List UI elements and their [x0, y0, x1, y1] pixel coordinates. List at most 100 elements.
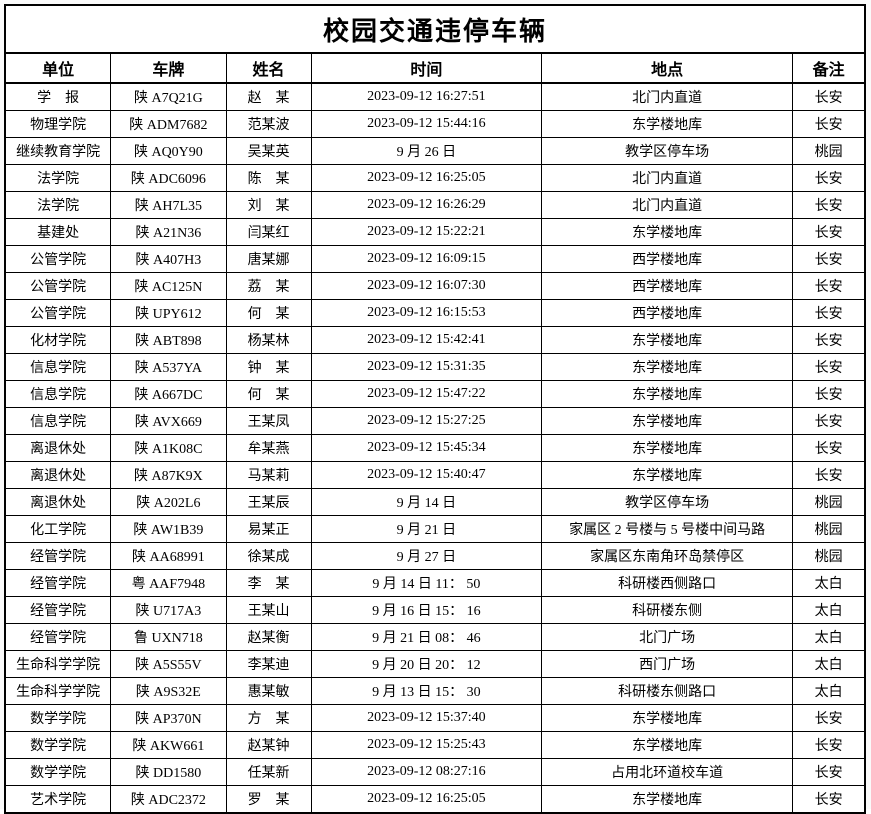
table-row: 信息学院陕 AVX669 王某凤 2023-09-12 15:27:25 东学楼地库长… [4, 407, 866, 435]
table-row: 法学院陕 ADC6096 陈 某 2023-09-12 16:25:05 北门内直道长… [4, 164, 866, 192]
cell-place: 东学楼地库 [541, 380, 794, 408]
cell-note: 长安 [792, 164, 866, 192]
cell-place: 东学楼地库 [541, 434, 794, 462]
cell-unit: 化材学院 [4, 326, 112, 354]
cell-name: 范某波 [225, 110, 312, 138]
cell-note: 长安 [792, 110, 866, 138]
cell-plate: 陕 AA68991 [110, 542, 227, 570]
cell-time: 2023-09-12 15:22:21 [310, 218, 543, 246]
cell-note: 长安 [792, 353, 866, 381]
cell-time: 2023-09-12 16:25:05 [310, 164, 543, 192]
cell-place: 家属区 2 号楼与 5 号楼中间马路 [541, 515, 794, 543]
cell-name: 陈 某 [225, 164, 312, 192]
cell-name: 任某新 [225, 758, 312, 786]
cell-note: 长安 [792, 245, 866, 273]
table-row: 离退休处陕 A1K08C 牟某燕 2023-09-12 15:45:34 东学楼地库长… [4, 434, 866, 462]
cell-plate: 陕 A9S32E [110, 677, 227, 705]
cell-unit: 法学院 [4, 191, 112, 219]
table-row: 学 报陕 A7Q21G 赵 某 2023-09-12 16:27:51 北门内直道 长安 [4, 82, 866, 111]
cell-place: 北门内直道 [541, 164, 794, 192]
column-header-name: 姓名 [225, 52, 312, 84]
cell-name: 刘 某 [225, 191, 312, 219]
cell-note: 长安 [792, 326, 866, 354]
cell-name: 何 某 [225, 299, 312, 327]
cell-name: 钟 某 [225, 353, 312, 381]
table-row: 数学学院陕 AP370N 方 某 2023-09-12 15:37:40 东学楼地库长… [4, 704, 866, 732]
cell-unit: 离退休处 [4, 434, 112, 462]
cell-plate: 陕 A21N36 [110, 218, 227, 246]
cell-place: 北门内直道 [541, 191, 794, 219]
cell-time: 9 月 21 日 08： 46 [310, 623, 543, 651]
cell-place: 东学楼地库 [541, 110, 794, 138]
cell-note: 太白 [792, 650, 866, 678]
cell-place: 东学楼地库 [541, 461, 794, 489]
cell-plate: 陕 A667DC [110, 380, 227, 408]
cell-place: 东学楼地库 [541, 326, 794, 354]
table-row: 离退休处陕 A202L6 王某辰 9 月 14 日教学区停车场 桃园 [4, 488, 866, 516]
cell-plate: 粤 AAF7948 [110, 569, 227, 597]
table-row: 离退休处陕 A87K9X 马某莉 2023-09-12 15:40:47 东学楼地库长… [4, 461, 866, 489]
cell-unit: 化工学院 [4, 515, 112, 543]
cell-place: 西门广场 [541, 650, 794, 678]
cell-unit: 公管学院 [4, 299, 112, 327]
cell-note: 桃园 [792, 488, 866, 516]
table-row: 法学院陕 AH7L35 刘 某 2023-09-12 16:26:29 北门内直道 长安 [4, 191, 866, 219]
cell-plate: 陕 UPY612 [110, 299, 227, 327]
cell-place: 东学楼地库 [541, 704, 794, 732]
cell-time: 2023-09-12 15:25:43 [310, 731, 543, 759]
cell-time: 9 月 27 日 [310, 542, 543, 570]
cell-note: 太白 [792, 596, 866, 624]
cell-note: 长安 [792, 218, 866, 246]
cell-plate: 陕 AQ0Y90 [110, 137, 227, 165]
cell-place: 科研楼西侧路口 [541, 569, 794, 597]
cell-place: 东学楼地库 [541, 407, 794, 435]
table-row: 继续教育学院陕 AQ0Y90 吴某英 9 月 26 日教学区停车场 桃园 [4, 137, 866, 165]
cell-place: 东学楼地库 [541, 731, 794, 759]
table-row: 经管学院陕 U717A3 王某山 9 月 16 日 15： 16 科研楼东侧 太白 [4, 596, 866, 624]
cell-note: 长安 [792, 272, 866, 300]
cell-name: 王某凤 [225, 407, 312, 435]
cell-plate: 陕 A1K08C [110, 434, 227, 462]
cell-time: 2023-09-12 15:40:47 [310, 461, 543, 489]
table-row: 数学学院陕 DD1580 任某新 2023-09-12 08:27:16 占用北环道校… [4, 758, 866, 786]
cell-name: 杨某林 [225, 326, 312, 354]
violation-table: 校园交通违停车辆 单位 车牌 姓名 时间 地点 备注 学 报陕 A7Q21G 赵 某 2023… [4, 4, 866, 814]
cell-unit: 经管学院 [4, 542, 112, 570]
cell-note: 长安 [792, 731, 866, 759]
cell-time: 2023-09-12 16:26:29 [310, 191, 543, 219]
cell-plate: 鲁 UXN718 [110, 623, 227, 651]
cell-time: 2023-09-12 16:07:30 [310, 272, 543, 300]
cell-time: 9 月 20 日 20： 12 [310, 650, 543, 678]
cell-unit: 经管学院 [4, 623, 112, 651]
cell-note: 太白 [792, 623, 866, 651]
cell-plate: 陕 A5S55V [110, 650, 227, 678]
cell-time: 2023-09-12 15:31:35 [310, 353, 543, 381]
cell-name: 何 某 [225, 380, 312, 408]
cell-plate: 陕 AP370N [110, 704, 227, 732]
cell-name: 赵某衡 [225, 623, 312, 651]
cell-unit: 基建处 [4, 218, 112, 246]
table-title-row: 校园交通违停车辆 [4, 4, 866, 54]
table-row: 基建处陕 A21N36 闫某红 2023-09-12 15:22:21 东学楼地库 长安 [4, 218, 866, 246]
cell-place: 北门广场 [541, 623, 794, 651]
cell-note: 长安 [792, 191, 866, 219]
cell-time: 2023-09-12 15:27:25 [310, 407, 543, 435]
table-row: 生命科学学院陕 A9S32E 惠某敏 9 月 13 日 15： 30 科研楼东侧路口太… [4, 677, 866, 705]
cell-note: 桃园 [792, 542, 866, 570]
cell-note: 长安 [792, 299, 866, 327]
cell-unit: 经管学院 [4, 596, 112, 624]
cell-time: 2023-09-12 15:37:40 [310, 704, 543, 732]
cell-unit: 法学院 [4, 164, 112, 192]
cell-place: 东学楼地库 [541, 353, 794, 381]
cell-plate: 陕 AC125N [110, 272, 227, 300]
cell-plate: 陕 A87K9X [110, 461, 227, 489]
cell-name: 徐某成 [225, 542, 312, 570]
cell-note: 桃园 [792, 137, 866, 165]
cell-unit: 公管学院 [4, 272, 112, 300]
cell-time: 9 月 13 日 15： 30 [310, 677, 543, 705]
cell-unit: 数学学院 [4, 731, 112, 759]
cell-note: 长安 [792, 434, 866, 462]
cell-place: 科研楼东侧 [541, 596, 794, 624]
cell-plate: 陕 ADM7682 [110, 110, 227, 138]
cell-name: 吴某英 [225, 137, 312, 165]
